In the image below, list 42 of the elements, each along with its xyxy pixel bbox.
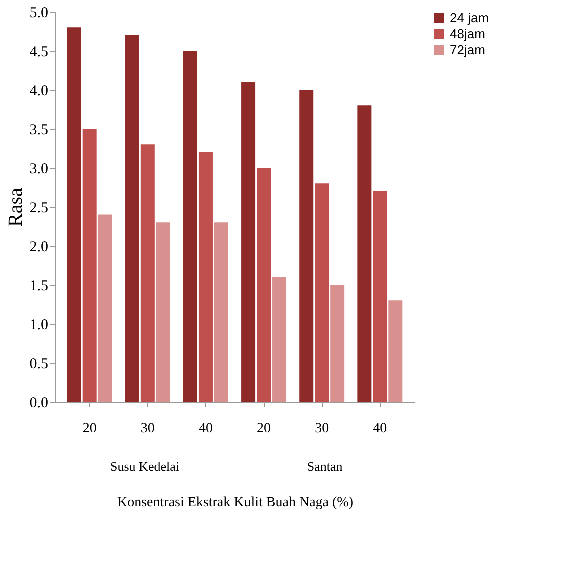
bar xyxy=(242,82,256,402)
legend-label: 24 jam xyxy=(450,10,490,26)
bar xyxy=(300,90,314,402)
y-tick-label: 2.5 xyxy=(30,200,48,216)
legend-label: 72jam xyxy=(450,42,486,58)
x-tick-label: 30 xyxy=(315,422,330,436)
bar xyxy=(67,28,82,402)
y-tick-label: 2.0 xyxy=(30,240,48,256)
bar xyxy=(272,277,287,402)
x-tick-label: 30 xyxy=(140,422,155,436)
x-axis-title: Konsentrasi Ekstrak Kulit Buah Naga (%) xyxy=(118,496,354,510)
y-tick-label: 4.5 xyxy=(30,44,48,60)
bar xyxy=(257,168,272,402)
x-tick-label: 40 xyxy=(373,422,388,436)
bar xyxy=(125,35,140,402)
y-tick-label: 4.0 xyxy=(30,84,48,100)
legend-label: 48jam xyxy=(450,26,486,42)
bar xyxy=(156,222,170,402)
bar xyxy=(183,51,198,402)
y-tick-label: 1.5 xyxy=(30,278,48,294)
bar xyxy=(388,300,403,402)
bar xyxy=(82,129,97,402)
bar xyxy=(98,214,112,402)
y-tick-label: 3.5 xyxy=(30,122,48,138)
y-tick-label: 1.0 xyxy=(30,318,48,334)
bar xyxy=(214,222,228,402)
bar xyxy=(198,152,213,402)
bar xyxy=(140,144,155,402)
y-tick-label: 0.5 xyxy=(30,356,48,372)
x-tick-label: 40 xyxy=(198,422,213,436)
y-tick-label: 0.0 xyxy=(30,396,48,412)
y-tick-label: 5.0 xyxy=(30,6,48,22)
bar xyxy=(358,106,372,402)
text: Santan xyxy=(307,459,344,474)
text: Susu Kedelai xyxy=(110,459,180,474)
bar xyxy=(330,285,345,402)
x-tick-label: 20 xyxy=(82,422,97,436)
y-tick-label: 3.0 xyxy=(30,162,48,178)
bar xyxy=(373,191,388,402)
x-tick-label: 20 xyxy=(257,422,272,436)
y-axis-title: Rasa xyxy=(4,188,27,227)
bar xyxy=(315,184,330,402)
